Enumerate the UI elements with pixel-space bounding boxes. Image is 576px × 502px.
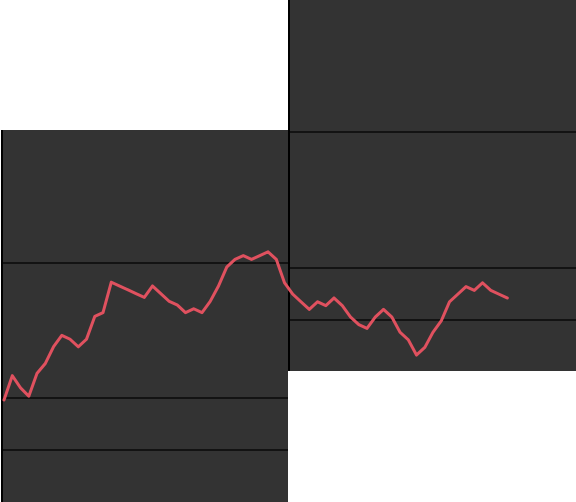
chart-gridlines — [2, 131, 576, 451]
data-point-41 — [333, 297, 335, 299]
data-point-50 — [407, 339, 410, 341]
data-point-1 — [3, 399, 5, 401]
data-point-31 — [250, 258, 253, 261]
data-point-30 — [242, 254, 245, 257]
data-point-49 — [399, 331, 401, 334]
data-point-25 — [201, 311, 203, 314]
data-point-55 — [448, 301, 451, 303]
data-point-51 — [415, 354, 418, 356]
data-point-38 — [308, 308, 311, 311]
data-point-45 — [366, 327, 368, 330]
data-point-4 — [28, 395, 30, 398]
series-line — [2, 250, 509, 402]
data-point-12 — [94, 315, 96, 318]
data-point-27 — [217, 285, 220, 287]
data-point-60 — [490, 289, 492, 292]
data-point-19 — [151, 285, 154, 287]
data-point-33 — [267, 251, 269, 253]
data-point-32 — [259, 254, 261, 257]
data-point-48 — [391, 316, 393, 318]
data-point-37 — [300, 301, 302, 303]
data-point-29 — [234, 258, 236, 261]
data-point-8 — [61, 334, 63, 337]
left-panel — [2, 130, 288, 502]
data-point-9 — [69, 338, 71, 341]
data-point-26 — [209, 300, 212, 303]
data-point-16 — [127, 289, 129, 291]
data-point-44 — [358, 323, 360, 326]
data-point-21 — [168, 300, 170, 303]
data-point-3 — [19, 387, 22, 389]
data-point-52 — [424, 346, 426, 349]
data-point-15 — [118, 285, 121, 287]
data-point-14 — [110, 281, 113, 284]
data-point-24 — [193, 308, 195, 310]
data-point-59 — [481, 282, 484, 284]
data-point-57 — [465, 285, 467, 288]
data-point-43 — [349, 316, 352, 318]
data-point-17 — [135, 292, 137, 295]
data-point-28 — [226, 266, 228, 268]
data-point-11 — [85, 338, 88, 341]
data-point-7 — [52, 346, 55, 348]
data-point-42 — [341, 304, 344, 307]
data-point-2 — [11, 374, 14, 377]
right-panel — [289, 0, 576, 371]
data-point-46 — [374, 316, 377, 318]
data-point-10 — [77, 346, 80, 348]
data-point-36 — [292, 293, 294, 296]
data-point-5 — [36, 372, 38, 375]
data-point-13 — [102, 311, 104, 314]
data-point-23 — [184, 311, 187, 314]
data-point-39 — [316, 301, 319, 303]
data-point-56 — [457, 293, 459, 296]
data-point-18 — [143, 296, 146, 299]
data-point-20 — [160, 292, 162, 295]
data-point-34 — [275, 258, 278, 261]
data-point-47 — [382, 308, 385, 311]
chart-series — [2, 250, 509, 402]
data-point-35 — [283, 282, 286, 284]
data-point-61 — [498, 293, 500, 296]
data-point-54 — [440, 320, 443, 322]
data-point-6 — [44, 362, 47, 365]
data-point-62 — [506, 297, 509, 299]
data-point-53 — [432, 331, 434, 334]
data-point-22 — [176, 304, 179, 306]
data-point-40 — [325, 304, 327, 307]
data-point-58 — [473, 289, 476, 292]
